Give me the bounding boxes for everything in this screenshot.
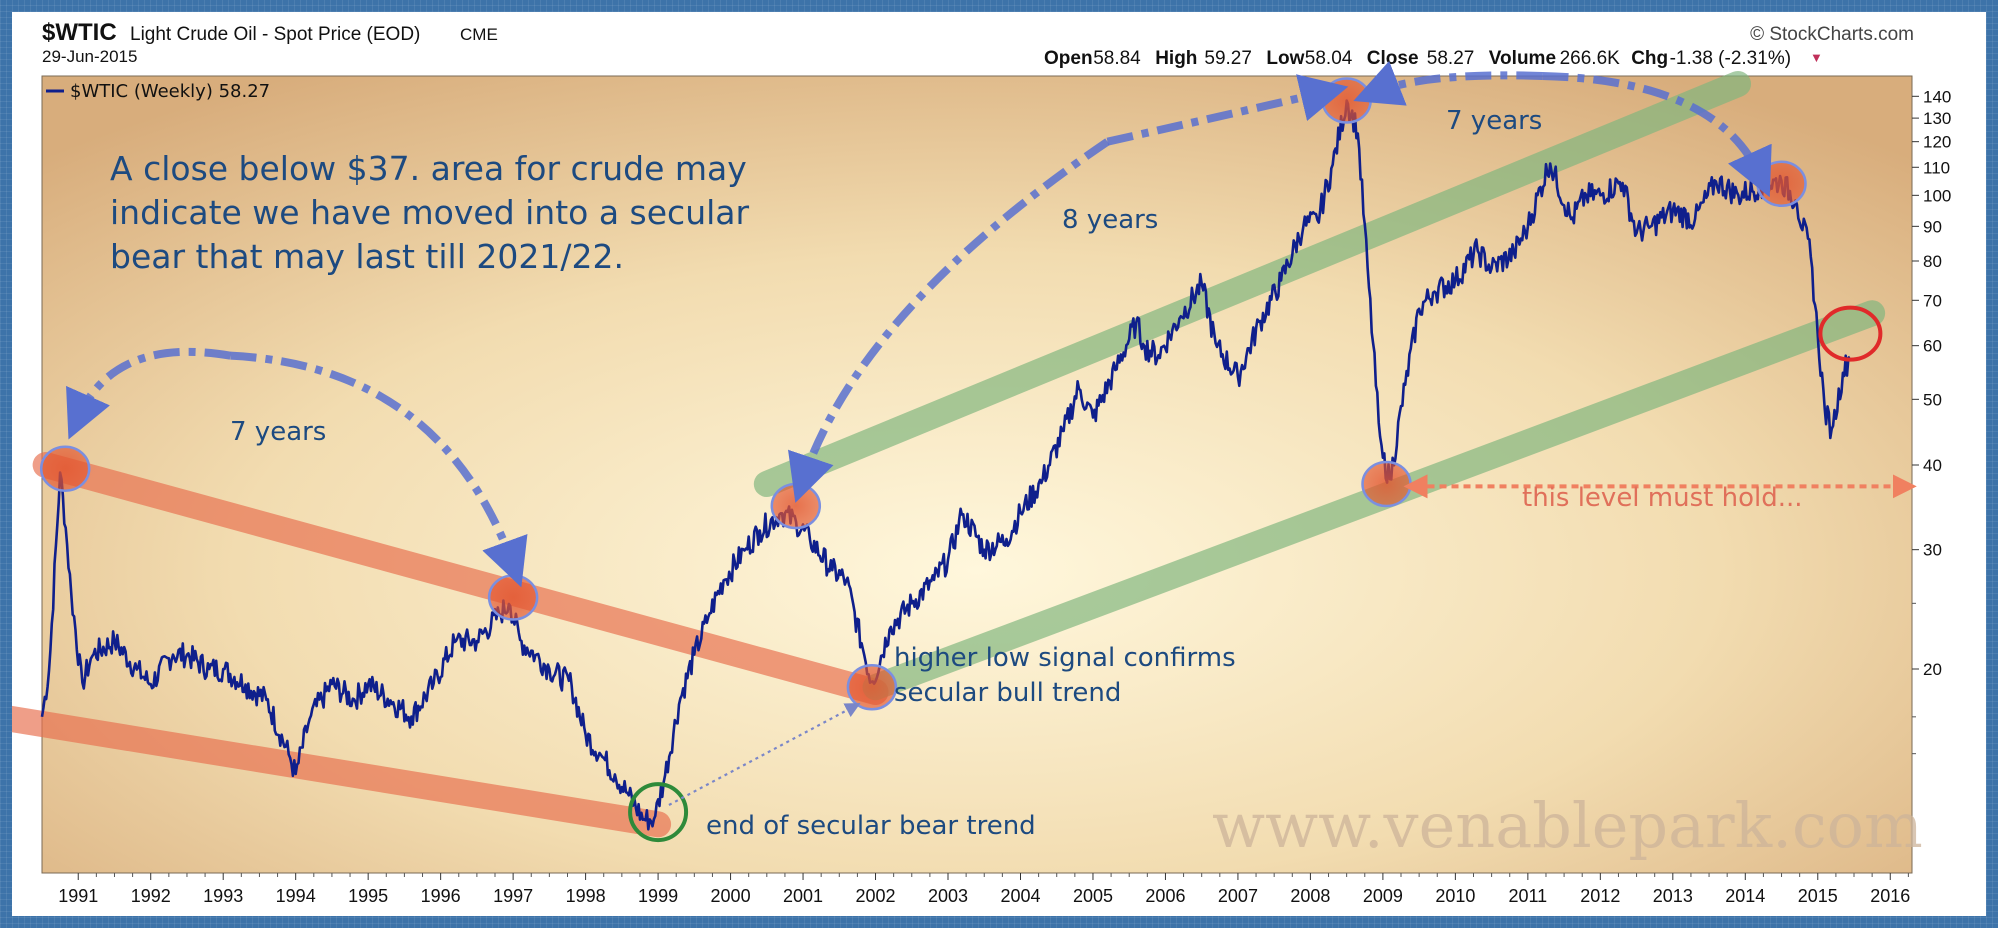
bear-channel-upper bbox=[32, 452, 889, 705]
y-tick-label: 50 bbox=[1923, 390, 1942, 409]
ohlc-summary: Open 58.84 High 59.27 Low 58.04 Close 58.27 Volu… bbox=[1044, 48, 1823, 69]
y-tick-label: 70 bbox=[1923, 291, 1942, 310]
watermark: www.venablepark.com bbox=[1212, 789, 1923, 862]
highlight-markers bbox=[39, 61, 1917, 843]
x-tick-label: 2007 bbox=[1218, 886, 1258, 906]
peak-2014-marker bbox=[1756, 160, 1807, 208]
arc-7yr-left-a bbox=[66, 347, 232, 440]
bear-channel-lower bbox=[0, 704, 672, 838]
bear-end-ring bbox=[628, 782, 689, 843]
x-tick-label: 1995 bbox=[348, 886, 388, 906]
x-tick-label: 1997 bbox=[493, 886, 533, 906]
price-series-line bbox=[40, 99, 1851, 831]
peak-2000-marker bbox=[770, 482, 822, 530]
x-tick-label: 2008 bbox=[1290, 886, 1330, 906]
x-tick-label: 1999 bbox=[638, 886, 678, 906]
y-tick-label: 20 bbox=[1923, 660, 1942, 679]
ohlc-high-label: High bbox=[1155, 48, 1197, 69]
y-tick-label: 130 bbox=[1923, 109, 1951, 128]
x-tick-label: 1993 bbox=[203, 886, 243, 906]
arc-7yr-left-b bbox=[230, 351, 528, 588]
y-tick-label: 80 bbox=[1923, 252, 1942, 271]
low-2009-marker bbox=[1361, 460, 1412, 508]
level-hold-label: this level must hold... bbox=[1522, 483, 1803, 513]
x-tick-label: 2005 bbox=[1073, 886, 1113, 906]
higher-low-label-2: secular bull trend bbox=[894, 678, 1121, 708]
y-tick-label: 140 bbox=[1923, 87, 1951, 106]
date-label: 29-Jun-2015 bbox=[42, 47, 137, 66]
peak-2008-marker bbox=[1321, 77, 1372, 124]
arc-7yr-right-b bbox=[1542, 72, 1772, 198]
eight-years-label: 8 years bbox=[1062, 205, 1158, 235]
legend-label: $WTIC (Weekly) 58.27 bbox=[70, 81, 270, 102]
x-tick-label: 2012 bbox=[1580, 886, 1620, 906]
instrument-name: Light Crude Oil - Spot Price (EOD) bbox=[130, 24, 420, 45]
ohlc-close-label: Close bbox=[1367, 48, 1419, 69]
x-tick-label: 1992 bbox=[131, 886, 171, 906]
ohlc-volume-value: 266.6K bbox=[1560, 48, 1621, 69]
exchange-label: CME bbox=[460, 25, 498, 44]
ohlc-high-value: 59.27 bbox=[1204, 48, 1252, 69]
x-tick-label: 2009 bbox=[1363, 886, 1403, 906]
ohlc-low-label: Low bbox=[1266, 48, 1304, 69]
x-tick-label: 2004 bbox=[1000, 886, 1040, 906]
ohlc-open-value: 58.84 bbox=[1093, 48, 1141, 69]
peak-1990-marker bbox=[39, 445, 91, 492]
x-tick-label: 2001 bbox=[783, 886, 823, 906]
y-tick-label: 90 bbox=[1923, 217, 1942, 236]
x-tick-label: 2013 bbox=[1653, 886, 1693, 906]
y-tick-label: 120 bbox=[1923, 133, 1951, 152]
ohlc-close-value: 58.27 bbox=[1427, 48, 1475, 69]
y-tick-label: 100 bbox=[1923, 186, 1951, 205]
chart-panel: $WTIC Light Crude Oil - Spot Price (EOD)… bbox=[0, 12, 1986, 916]
chg-down-icon: ▼ bbox=[1810, 50, 1823, 65]
ohlc-chg-value: -1.38 (-2.31%) bbox=[1670, 48, 1791, 69]
x-tick-label: 1994 bbox=[276, 886, 316, 906]
x-axis: 1991 1992 1993 1994 1995 1996 1997 1998 1999 2000… bbox=[58, 873, 1910, 906]
bull-channel-upper bbox=[753, 70, 1752, 497]
stockcharts-brand: © StockCharts.com bbox=[1750, 24, 1914, 45]
note-line-1: A close below $37. area for crude may bbox=[110, 149, 747, 188]
x-tick-label: 1996 bbox=[421, 886, 461, 906]
x-tick-label: 2011 bbox=[1508, 886, 1547, 906]
ohlc-open-label: Open bbox=[1044, 48, 1093, 69]
x-tick-label: 2006 bbox=[1145, 886, 1185, 906]
x-tick-label: 2002 bbox=[856, 886, 896, 906]
seven-years-right-label: 7 years bbox=[1446, 106, 1542, 136]
x-tick-label: 2003 bbox=[928, 886, 968, 906]
x-tick-label: 2014 bbox=[1725, 886, 1765, 906]
higher-low-label-1: higher low signal confirms bbox=[894, 643, 1236, 673]
chart-svg: $WTIC Light Crude Oil - Spot Price (EOD)… bbox=[0, 19, 1951, 906]
x-tick-label: 2016 bbox=[1870, 886, 1910, 906]
y-axis: 20 30 40 50 60 70 80 90 100 110 120 130 140 bbox=[1912, 87, 1951, 755]
y-tick-label: 60 bbox=[1923, 337, 1942, 356]
ohlc-chg-label: Chg bbox=[1631, 48, 1668, 69]
breakdown-ring bbox=[1818, 305, 1883, 362]
y-tick-label: 40 bbox=[1923, 456, 1942, 475]
arc-7yr-right-a bbox=[1353, 61, 1543, 106]
y-tick-label: 110 bbox=[1923, 158, 1950, 177]
arc-8yr-a bbox=[788, 138, 1110, 503]
x-tick-label: 2000 bbox=[711, 886, 751, 906]
note-line-2: indicate we have moved into a secular bbox=[110, 193, 750, 232]
low-2001-marker bbox=[846, 663, 898, 711]
arc-8yr-b bbox=[1106, 74, 1349, 146]
peak-1997-marker bbox=[487, 574, 539, 621]
y-tick-label: 30 bbox=[1923, 541, 1942, 560]
end-bear-label: end of secular bear trend bbox=[706, 811, 1036, 841]
ohlc-volume-label: Volume bbox=[1489, 48, 1556, 69]
x-tick-label: 2015 bbox=[1798, 886, 1838, 906]
seven-years-left-label: 7 years bbox=[230, 417, 326, 447]
symbol-label: $WTIC bbox=[42, 19, 117, 46]
x-tick-label: 1998 bbox=[566, 886, 606, 906]
note-line-3: bear that may last till 2021/22. bbox=[110, 237, 624, 276]
x-tick-label: 1991 bbox=[58, 886, 98, 906]
ohlc-low-value: 58.04 bbox=[1305, 48, 1353, 69]
x-tick-label: 2010 bbox=[1435, 886, 1475, 906]
